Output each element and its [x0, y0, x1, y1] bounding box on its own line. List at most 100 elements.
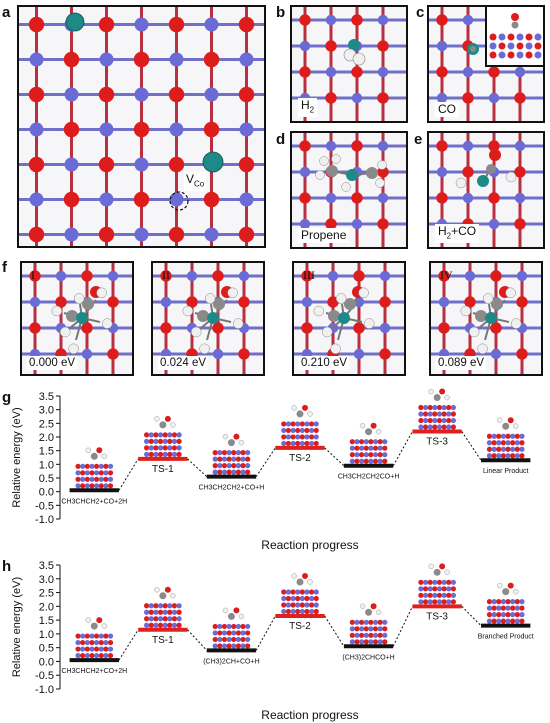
y-tick-label: 0.5: [39, 473, 54, 485]
oxygen-atom: [203, 121, 220, 138]
connector: [255, 447, 276, 477]
state-label: CH3CHCH2+CO+2H: [61, 668, 127, 675]
state-label: (CH3)2CHCO+H: [342, 654, 394, 661]
cobalt-atom: [379, 322, 391, 334]
cobalt-atom: [186, 270, 198, 282]
hydrogen-atom: [477, 343, 488, 355]
oxygen-atom: [353, 322, 365, 334]
panel-f-config-2: II 0.024 eV: [151, 261, 265, 376]
hydrogen-atom: [321, 326, 333, 338]
y-tick-label: 1.5: [39, 446, 54, 458]
cobalt-atom: [55, 270, 67, 282]
panel-b: H2: [290, 5, 408, 123]
oxygen-atom: [377, 92, 389, 104]
adsorbate: [313, 286, 375, 355]
oxygen-atom: [462, 92, 474, 104]
oxygen-atom: [488, 140, 500, 152]
y-tick-label: -1.0: [35, 684, 54, 696]
cobalt-atom: [204, 87, 219, 102]
dopant-atoms: [65, 12, 224, 211]
adsorbate: [460, 286, 522, 355]
cobalt-atom: [29, 122, 44, 137]
oxygen-atom: [299, 66, 311, 78]
panel-e: H2+CO: [427, 131, 545, 249]
hydrogen-atom: [460, 305, 472, 317]
oxygen-atom: [212, 270, 224, 282]
cobalt-atom: [462, 66, 474, 78]
hydrogen-atom: [199, 343, 210, 355]
oxygen-atom: [133, 191, 150, 208]
oxygen-atom: [490, 270, 502, 282]
state-label: TS-2: [289, 621, 311, 632]
y-tick-label: -0.5: [35, 500, 54, 512]
oxygen-atom: [353, 270, 365, 282]
carbon-atom: [328, 310, 340, 322]
y-tick-label: -0.5: [35, 670, 54, 682]
y-tick-label: 3.5: [39, 560, 54, 572]
carbon-atom: [213, 298, 225, 310]
oxygen-atom: [299, 140, 311, 152]
dopant-atom: [338, 312, 350, 324]
panel-label-a: a: [2, 4, 11, 21]
y-tick-label: 2.5: [39, 588, 54, 600]
cobalt-atom: [64, 227, 79, 242]
species-label: CO: [435, 102, 459, 117]
cobalt-atom: [64, 87, 79, 102]
state-label: CH3CH2CH2CO+H: [338, 474, 400, 481]
config-energy: 0.000 eV: [27, 356, 78, 370]
slab-model: [486, 582, 525, 624]
config-energy: 0.024 eV: [158, 356, 209, 370]
cobalt-atom: [351, 218, 363, 230]
cobalt-atom: [204, 227, 219, 242]
slab-model: [486, 417, 525, 459]
dopant-atom: [76, 312, 88, 324]
oxygen-atom: [377, 218, 389, 230]
cobalt-atom: [134, 17, 149, 32]
oxygen-atom: [98, 16, 115, 33]
oxygen-atom: [436, 66, 448, 78]
species-label: H2: [298, 97, 318, 117]
panel-label-g: g: [2, 389, 12, 406]
y-tick-label: 1.0: [39, 459, 54, 471]
slab-model: [144, 586, 182, 628]
oxygen-atom: [98, 86, 115, 103]
oxygen-atom: [28, 156, 45, 173]
config-label: I: [31, 268, 35, 282]
oxygen-atom: [203, 51, 220, 68]
lattice-atoms: [438, 270, 528, 360]
oxygen-atom: [238, 16, 255, 33]
cobalt-atom: [81, 348, 93, 360]
cobalt-atom: [488, 92, 500, 104]
cobalt-atom: [436, 92, 448, 104]
oxygen-atom: [98, 156, 115, 173]
oxygen-atom: [133, 121, 150, 138]
hydrogen-atom: [335, 293, 347, 304]
cobalt-atom: [464, 270, 476, 282]
carbon-atom: [344, 298, 356, 310]
cobalt-atom: [212, 348, 224, 360]
config-energy: 0.089 eV: [436, 356, 487, 370]
oxygen-atom: [462, 166, 474, 178]
hydrogen-atom: [313, 305, 325, 317]
carbon-atom: [197, 310, 209, 322]
state-label: TS-2: [289, 453, 311, 464]
oxygen-atom: [238, 156, 255, 173]
oxygen-atom: [351, 14, 363, 26]
dopant-atom: [485, 312, 497, 324]
y-tick-label: 1.0: [39, 629, 54, 641]
oxygen-atom: [490, 322, 502, 334]
oxygen-atom: [212, 322, 224, 334]
inset-slab: [489, 13, 542, 59]
y-tick-label: 2.0: [39, 601, 54, 613]
inset-rows: [489, 33, 542, 59]
lattice-atoms: [299, 14, 389, 104]
y-tick-label: 0.5: [39, 643, 54, 655]
oxygen-atom: [168, 156, 185, 173]
oxygen-atom: [168, 86, 185, 103]
cobalt-atom: [514, 140, 526, 152]
hydrogen-atom: [190, 326, 202, 338]
oxygen-atom: [299, 14, 311, 26]
oxygen-atom: [379, 296, 391, 308]
cobalt-atom: [327, 270, 339, 282]
connector: [324, 615, 345, 647]
